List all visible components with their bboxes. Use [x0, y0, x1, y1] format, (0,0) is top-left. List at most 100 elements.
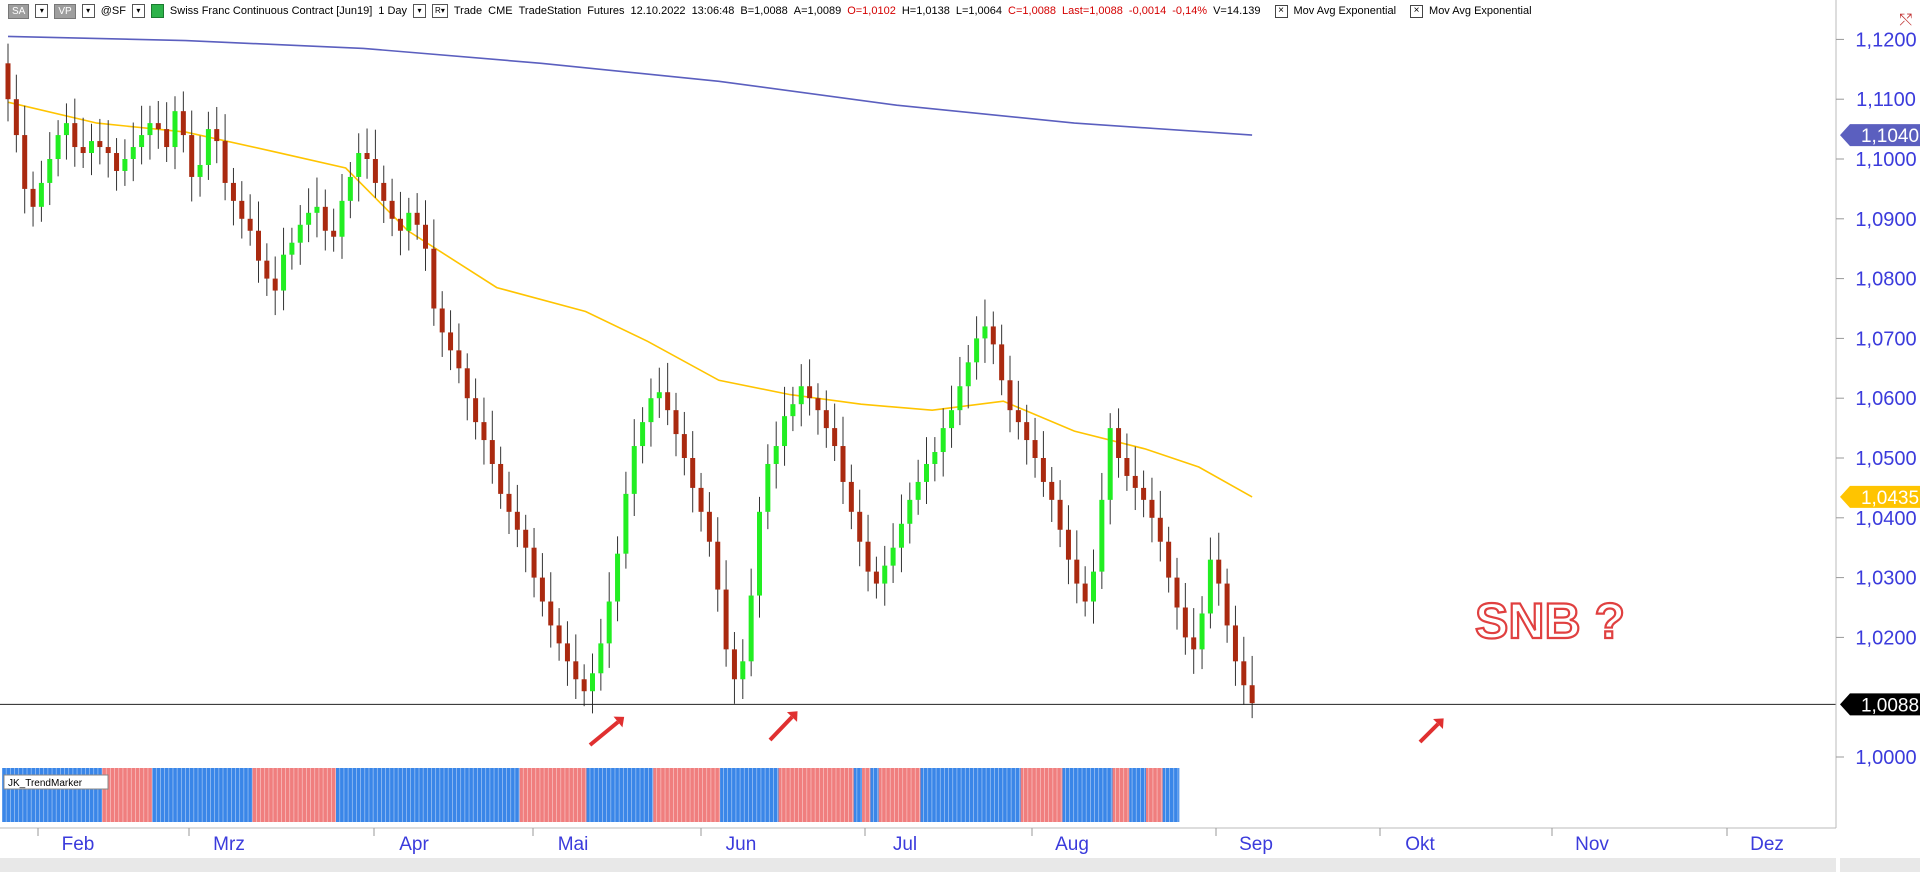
- study2-close-icon[interactable]: ×: [1410, 4, 1424, 18]
- candle-body: [38, 182, 44, 207]
- candle-body: [214, 129, 220, 142]
- trend-segment: [778, 768, 854, 822]
- candle-body: [1074, 559, 1080, 584]
- exchange-label: CME: [488, 5, 513, 17]
- candle-body: [1032, 440, 1038, 458]
- candle-body: [1132, 475, 1138, 488]
- low-label: L=1,0064: [955, 5, 1003, 17]
- trend-segment: [1145, 768, 1163, 822]
- candle-body: [439, 308, 445, 333]
- candle-body: [1157, 517, 1163, 542]
- candle-body: [1141, 487, 1147, 500]
- candle-body: [907, 499, 913, 524]
- study1-close-icon[interactable]: ×: [1274, 4, 1288, 18]
- candle-body: [648, 398, 654, 423]
- candle-body: [180, 111, 186, 136]
- y-tick-label: 1,0900: [1855, 209, 1916, 231]
- trend-segment: [870, 768, 879, 822]
- candle-body: [1057, 499, 1063, 530]
- candle-body: [114, 153, 120, 171]
- candle-body: [974, 338, 980, 363]
- r-button[interactable]: R▾: [432, 4, 448, 18]
- indicator-name: JK_TrendMarker: [8, 778, 83, 789]
- candle-body: [281, 254, 287, 291]
- candle-body: [999, 344, 1005, 381]
- candle-body: [1124, 458, 1130, 476]
- trend-segment: [1162, 768, 1180, 822]
- interval-dropdown-icon[interactable]: ▾: [413, 4, 427, 18]
- bid-label: B=1,0088: [740, 5, 788, 17]
- x-tick-label: Mrz: [213, 834, 245, 855]
- x-tick-label: Dez: [1750, 834, 1784, 855]
- candle-body: [815, 398, 821, 411]
- candle-body: [339, 200, 345, 237]
- candle-body: [1116, 428, 1122, 458]
- sa-dropdown-icon[interactable]: ▾: [35, 4, 49, 18]
- candle-body: [239, 200, 245, 219]
- candle-body: [606, 601, 612, 644]
- candle-body: [356, 153, 362, 177]
- trend-segment: [862, 768, 871, 822]
- vp-dropdown-icon[interactable]: ▾: [81, 4, 95, 18]
- candle-body: [1040, 458, 1046, 482]
- ema-fast-line: [7, 101, 1253, 498]
- candle-body: [256, 230, 261, 261]
- candle-body: [13, 99, 19, 136]
- type-label: Futures: [587, 5, 625, 17]
- trend-segment: [653, 768, 721, 822]
- candle-body: [623, 493, 629, 554]
- candle-body: [247, 218, 253, 231]
- candle-body: [389, 200, 395, 219]
- candle-body: [924, 463, 929, 482]
- candles: [5, 43, 1255, 719]
- y-tick-label: 1,1100: [1856, 89, 1916, 111]
- candle-body: [731, 649, 737, 680]
- candle-body: [773, 446, 779, 464]
- chart-toolbar: SA ▾ VP ▾ @SF ▾ Swiss Franc Continuous C…: [0, 0, 1836, 22]
- candle-body: [397, 218, 403, 231]
- candle-body: [197, 164, 203, 177]
- candle-body: [456, 350, 462, 369]
- y-tick-label: 1,0700: [1855, 328, 1916, 350]
- interval-label[interactable]: 1 Day: [378, 5, 408, 17]
- candle-body: [72, 123, 78, 148]
- candle-body: [105, 147, 111, 154]
- candle-body: [690, 458, 696, 488]
- y-tick-label: 1,0000: [1855, 747, 1916, 769]
- candle-body: [1207, 559, 1213, 614]
- candle-body: [381, 182, 387, 201]
- vp-button[interactable]: VP: [54, 3, 76, 19]
- candle-body: [155, 123, 161, 130]
- candle-body: [598, 643, 604, 674]
- candle-body: [723, 589, 729, 650]
- trend-segment: [1020, 768, 1063, 822]
- symbol-label[interactable]: @SF: [100, 5, 126, 17]
- y-tick-label: 1,1200: [1855, 29, 1916, 51]
- chart-tools-icon[interactable]: ⤲: [1899, 12, 1912, 29]
- ask-label: A=1,0089: [793, 5, 842, 17]
- arrow-shaft: [1418, 722, 1440, 744]
- candle-body: [823, 410, 829, 429]
- trade-label[interactable]: Trade: [453, 5, 483, 17]
- candle-body: [130, 147, 136, 159]
- trend-segment: [720, 768, 779, 822]
- candle-body: [164, 129, 170, 148]
- arrow-head-icon: [786, 711, 798, 722]
- sa-button[interactable]: SA: [8, 3, 30, 19]
- candle-body: [740, 661, 746, 680]
- link-green-icon[interactable]: [150, 4, 164, 18]
- price-marker-label: 1,0435: [1861, 488, 1919, 509]
- candle-body: [1049, 481, 1055, 500]
- candle-body: [790, 404, 796, 417]
- trend-marker-panel: JK_TrendMarker: [0, 766, 1836, 824]
- x-tick-label: Nov: [1575, 834, 1609, 855]
- y-tick-label: 1,0500: [1855, 448, 1916, 470]
- symbol-dropdown-icon[interactable]: ▾: [131, 4, 145, 18]
- candle-body: [573, 661, 579, 680]
- candle-body: [1007, 380, 1013, 411]
- price-marker-label: 1,0088: [1861, 695, 1919, 716]
- candle-body: [172, 111, 178, 148]
- price-marker-label: 1,1040: [1861, 126, 1919, 147]
